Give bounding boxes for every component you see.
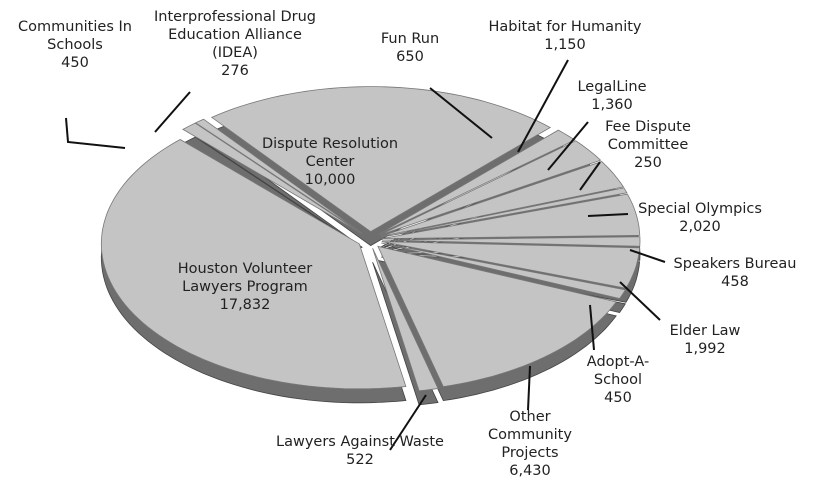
slice — [381, 242, 627, 299]
leader-line — [527, 365, 531, 411]
leader-lines — [65, 59, 666, 451]
category-label: Fee Dispute Committee — [605, 119, 691, 153]
slice-label: Special Olympics 2,020 — [615, 200, 785, 236]
value-label: 1,360 — [591, 97, 633, 113]
slice-label: Adopt-A-School 450 — [578, 353, 658, 407]
value-label: 650 — [396, 49, 424, 65]
value-label: 450 — [61, 55, 89, 71]
leader-line — [154, 91, 191, 133]
slice — [210, 86, 552, 233]
value-label: 17,832 — [219, 297, 271, 313]
category-label: Dispute Resolution Center — [261, 136, 399, 170]
slice — [380, 161, 625, 237]
leader-line — [619, 281, 661, 321]
value-label: 1,150 — [544, 37, 586, 53]
leader-line — [589, 304, 595, 351]
slice — [379, 140, 602, 236]
slice-label: Lawyers Against Waste 522 — [275, 433, 445, 469]
leader-line — [547, 121, 589, 171]
category-label: Other Community Projects — [488, 409, 572, 461]
value-label: 2,020 — [679, 219, 721, 235]
value-label: 458 — [721, 274, 749, 290]
value-label: 450 — [604, 390, 632, 406]
value-label: 6,430 — [509, 463, 551, 479]
slice-label: LegalLine 1,360 — [562, 78, 662, 114]
slice — [381, 187, 628, 238]
category-label: LegalLine — [577, 79, 647, 95]
slice — [378, 129, 576, 235]
slice — [377, 245, 617, 388]
value-label: 10,000 — [304, 172, 356, 188]
slice-label: Fee Dispute Committee 250 — [588, 118, 708, 172]
slice-label: Fun Run 650 — [365, 30, 455, 66]
value-label: 522 — [346, 452, 374, 468]
category-label: Habitat for Humanity — [488, 19, 642, 35]
leader-line — [65, 117, 126, 149]
leader-line — [389, 394, 427, 451]
value-label: 1,992 — [684, 341, 726, 357]
slice-label: Houston Volunteer Lawyers Program 17,832 — [155, 260, 335, 314]
value-label: 276 — [221, 63, 249, 79]
category-label: Adopt-A-School — [586, 354, 650, 388]
slice — [194, 118, 363, 234]
leader-line — [629, 249, 666, 263]
slice — [381, 236, 641, 247]
leader-line — [429, 87, 493, 139]
slice-label: Speakers Bureau 458 — [660, 255, 810, 291]
leader-line — [587, 213, 629, 217]
slice-label: Habitat for Humanity 1,150 — [460, 18, 670, 54]
slice — [100, 139, 407, 390]
category-label: Lawyers Against Waste — [276, 434, 444, 450]
slice — [182, 122, 363, 235]
slice-label: Other Community Projects 6,430 — [480, 408, 580, 480]
slice-label: Elder Law 1,992 — [650, 322, 760, 358]
slice-label: Dispute Resolution Center 10,000 — [250, 135, 410, 189]
category-label: Communities In Schools — [18, 19, 132, 53]
category-label: Interprofessional Drug Education Allianc… — [153, 9, 317, 61]
slice-label: Interprofessional Drug Education Allianc… — [145, 8, 325, 80]
slice — [381, 193, 641, 240]
category-label: Special Olympics — [638, 201, 762, 217]
slice — [372, 248, 439, 392]
slice — [381, 241, 641, 289]
slice-label: Communities In Schools 450 — [8, 18, 143, 72]
slice-tops — [100, 86, 641, 392]
value-label: 250 — [634, 155, 662, 171]
leader-line — [517, 59, 569, 153]
category-label: Speakers Bureau — [673, 256, 797, 272]
category-label: Elder Law — [669, 323, 741, 339]
category-label: Houston Volunteer Lawyers Program — [177, 261, 313, 295]
category-label: Fun Run — [380, 31, 440, 47]
leader-line — [579, 161, 601, 191]
